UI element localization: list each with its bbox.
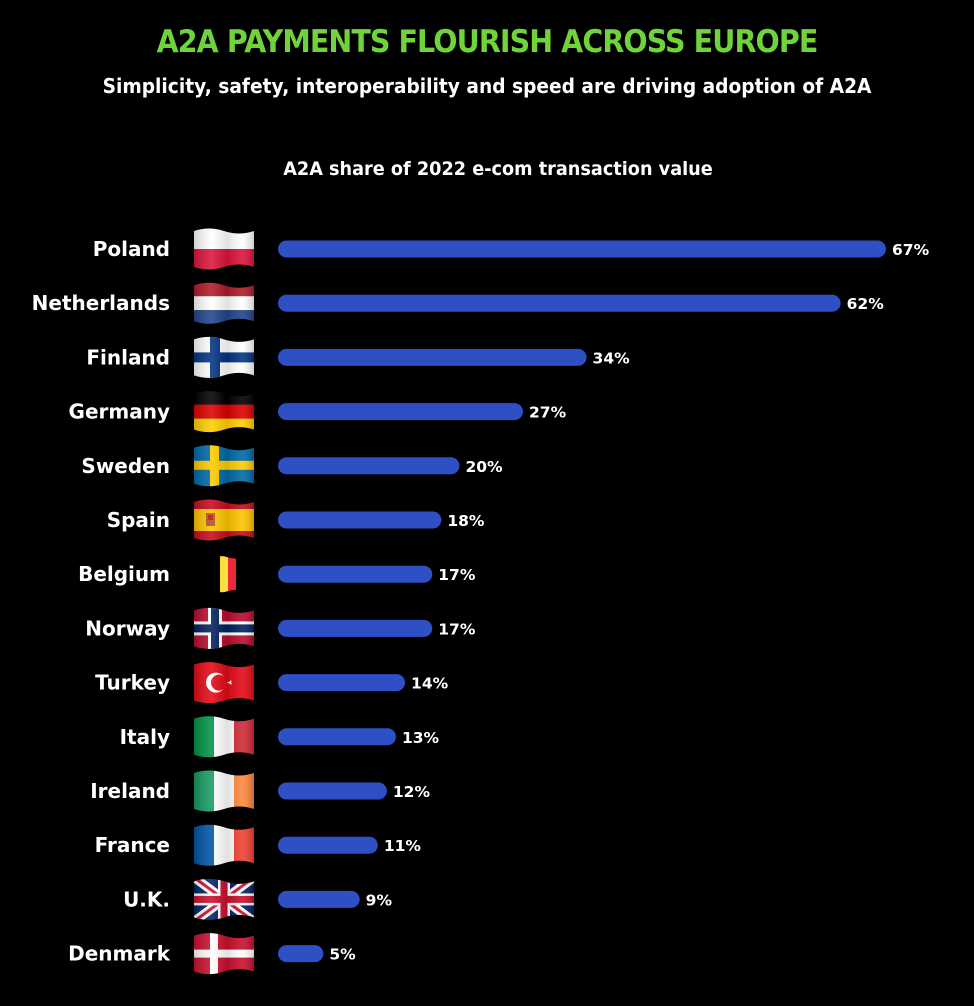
uk-flag-icon <box>194 878 254 920</box>
category-label: Spain <box>107 508 170 532</box>
germany-flag-icon <box>194 391 254 433</box>
chart-row: Netherlands 62% <box>32 282 885 324</box>
bar <box>278 348 587 366</box>
poland-flag-icon <box>194 228 254 270</box>
value-label: 17% <box>438 620 476 638</box>
chart-row: Germany 27% <box>69 391 567 433</box>
france-flag-icon <box>194 824 254 866</box>
bar <box>278 240 886 258</box>
page-subtitle: Simplicity, safety, interoperability and… <box>102 74 872 98</box>
chart-row: Finland 34% <box>86 336 631 378</box>
category-label: Poland <box>93 237 170 261</box>
category-label: U.K. <box>123 887 170 911</box>
bar <box>278 674 406 692</box>
bar <box>278 565 433 583</box>
bar <box>278 619 433 637</box>
value-label: 20% <box>465 458 503 476</box>
chart-row: Ireland 12% <box>90 770 431 812</box>
value-label: 62% <box>847 295 885 313</box>
bar <box>278 457 460 475</box>
bar <box>278 836 378 854</box>
value-label: 67% <box>892 241 930 259</box>
chart-row: Spain 18% <box>107 499 485 541</box>
category-label: Ireland <box>90 779 170 803</box>
chart-row: U.K. 9% <box>123 878 393 920</box>
denmark-flag-icon <box>194 933 254 975</box>
bar <box>278 945 324 963</box>
chart-title: A2A share of 2022 e-com transaction valu… <box>283 158 713 180</box>
bar <box>278 890 360 908</box>
category-label: France <box>95 833 170 857</box>
category-label: Turkey <box>95 671 170 695</box>
spain-flag-icon <box>194 499 254 541</box>
chart-row: Belgium 17% <box>78 556 476 593</box>
chart-row: Turkey 14% <box>95 662 449 704</box>
category-label: Finland <box>86 345 170 369</box>
category-label: Germany <box>69 400 170 424</box>
value-label: 17% <box>438 566 476 584</box>
bar <box>278 511 442 529</box>
value-label: 14% <box>411 675 449 693</box>
netherlands-flag-icon <box>194 282 254 324</box>
italy-flag-icon <box>194 716 254 758</box>
value-label: 18% <box>447 512 485 530</box>
bar <box>278 403 524 421</box>
sweden-flag-icon <box>194 445 254 487</box>
belgium-flag-icon <box>212 556 236 593</box>
bar <box>278 728 396 746</box>
category-label: Norway <box>85 616 170 640</box>
ireland-flag-icon <box>194 770 254 812</box>
value-label: 27% <box>529 404 567 422</box>
value-label: 34% <box>593 349 631 367</box>
chart-row: Italy 13% <box>120 716 440 758</box>
turkey-flag-icon <box>194 662 254 704</box>
value-label: 13% <box>402 729 440 747</box>
value-label: 5% <box>329 946 356 964</box>
chart-row: France 11% <box>95 824 422 866</box>
value-label: 11% <box>384 837 422 855</box>
page-title: A2A PAYMENTS FLOURISH ACROSS EUROPE <box>156 24 819 60</box>
chart-row: Denmark 5% <box>68 933 356 975</box>
bar <box>278 782 387 800</box>
chart-row: Norway 17% <box>85 607 476 649</box>
chart-row: Poland 67% <box>93 228 930 270</box>
category-label: Denmark <box>68 942 171 966</box>
norway-flag-icon <box>194 607 254 649</box>
category-label: Sweden <box>81 454 170 478</box>
category-label: Netherlands <box>32 291 170 315</box>
category-label: Italy <box>120 725 170 749</box>
chart-row: Sweden 20% <box>81 445 503 487</box>
value-label: 12% <box>393 783 431 801</box>
finland-flag-icon <box>194 336 254 378</box>
category-label: Belgium <box>78 562 170 586</box>
value-label: 9% <box>366 891 393 909</box>
bar <box>278 294 841 312</box>
